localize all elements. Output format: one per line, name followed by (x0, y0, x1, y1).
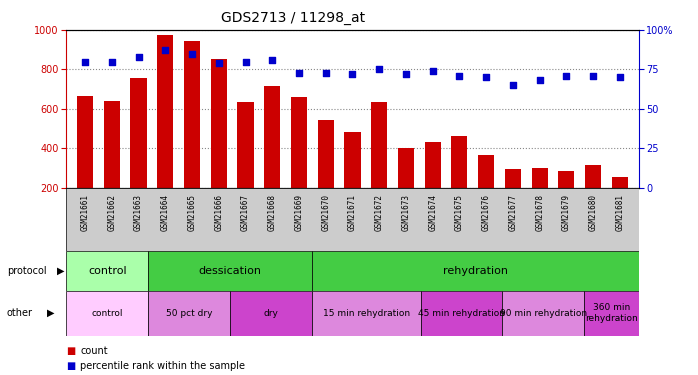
Text: GSM21663: GSM21663 (134, 194, 143, 231)
Bar (66, 291, 148, 336)
Bar (291, 97, 307, 188)
Point (80, 58, 91, 64)
Text: GSM21666: GSM21666 (214, 194, 223, 231)
Text: dry: dry (263, 309, 279, 318)
Text: percentile rank within the sample: percentile rank within the sample (80, 361, 245, 370)
Text: dessication: dessication (198, 266, 261, 276)
Text: GSM21676: GSM21676 (482, 194, 491, 231)
Bar (148, 251, 311, 291)
Text: GSM21677: GSM21677 (508, 194, 517, 231)
Text: GSM21679: GSM21679 (562, 194, 571, 231)
Bar (311, 291, 421, 336)
Point (588, 73, 599, 79)
Text: GSM21668: GSM21668 (268, 194, 276, 231)
Text: GSM21664: GSM21664 (161, 194, 170, 231)
Bar (505, 169, 521, 188)
Point (427, 68, 438, 74)
Bar (77, 96, 93, 188)
Text: GSM21667: GSM21667 (241, 194, 250, 231)
Bar (318, 120, 334, 188)
Bar (585, 165, 601, 188)
Text: GSM21669: GSM21669 (295, 194, 304, 231)
Point (347, 71, 358, 77)
Bar (157, 35, 173, 188)
Point (534, 77, 545, 83)
Text: GSM21678: GSM21678 (535, 194, 544, 231)
Point (507, 82, 519, 88)
Text: GSM21671: GSM21671 (348, 194, 357, 231)
Text: GSM21672: GSM21672 (375, 194, 384, 231)
Point (240, 58, 251, 64)
Text: GSM21662: GSM21662 (107, 194, 117, 231)
Point (186, 51, 198, 57)
Text: GSM21680: GSM21680 (588, 194, 597, 231)
Text: other: other (7, 308, 33, 318)
Text: GDS2713 / 11298_at: GDS2713 / 11298_at (221, 11, 365, 25)
Bar (503, 291, 584, 336)
Bar (421, 291, 503, 336)
Point (561, 73, 572, 79)
Text: 45 min rehydration: 45 min rehydration (418, 309, 505, 318)
Text: GSM21675: GSM21675 (455, 194, 464, 231)
Text: 50 pct dry: 50 pct dry (165, 309, 212, 318)
Point (213, 60, 224, 66)
Bar (371, 102, 387, 188)
Point (133, 54, 144, 60)
Bar (345, 132, 360, 188)
Point (481, 74, 492, 80)
Point (106, 58, 117, 64)
Bar (184, 41, 200, 188)
Text: GSM21681: GSM21681 (616, 194, 625, 231)
Point (293, 69, 304, 75)
Bar (311, 251, 639, 291)
Bar (612, 177, 628, 188)
Text: ■: ■ (66, 361, 75, 370)
Bar (584, 291, 639, 336)
Text: 15 min rehydration: 15 min rehydration (322, 309, 410, 318)
Point (454, 73, 465, 79)
Bar (558, 171, 574, 188)
Point (160, 48, 171, 54)
Bar (478, 155, 494, 188)
Bar (131, 78, 147, 188)
Text: count: count (80, 346, 108, 355)
Bar (237, 102, 253, 188)
Bar (211, 58, 227, 188)
Text: GSM21661: GSM21661 (80, 194, 89, 231)
Point (320, 69, 332, 75)
Text: 360 min
rehydration: 360 min rehydration (585, 303, 638, 323)
Point (614, 74, 625, 80)
Bar (66, 251, 148, 291)
Bar (230, 291, 311, 336)
Text: ▶: ▶ (47, 308, 55, 318)
Text: GSM21665: GSM21665 (188, 194, 197, 231)
Bar (104, 102, 120, 188)
Bar (452, 136, 468, 188)
Bar (148, 291, 230, 336)
Text: rehydration: rehydration (443, 266, 507, 276)
Text: protocol: protocol (7, 266, 47, 276)
Bar (532, 168, 548, 188)
Text: ▶: ▶ (57, 266, 65, 276)
Text: GSM21673: GSM21673 (401, 194, 410, 231)
Point (373, 66, 385, 72)
Text: GSM21674: GSM21674 (429, 194, 437, 231)
Text: control: control (91, 309, 123, 318)
Bar (424, 142, 440, 188)
Bar (265, 86, 281, 188)
Text: GSM21670: GSM21670 (321, 194, 330, 231)
Text: ■: ■ (66, 346, 75, 355)
Text: control: control (88, 266, 126, 276)
Point (401, 71, 412, 77)
Text: 90 min rehydration: 90 min rehydration (500, 309, 587, 318)
Point (267, 57, 278, 63)
Bar (398, 148, 414, 188)
